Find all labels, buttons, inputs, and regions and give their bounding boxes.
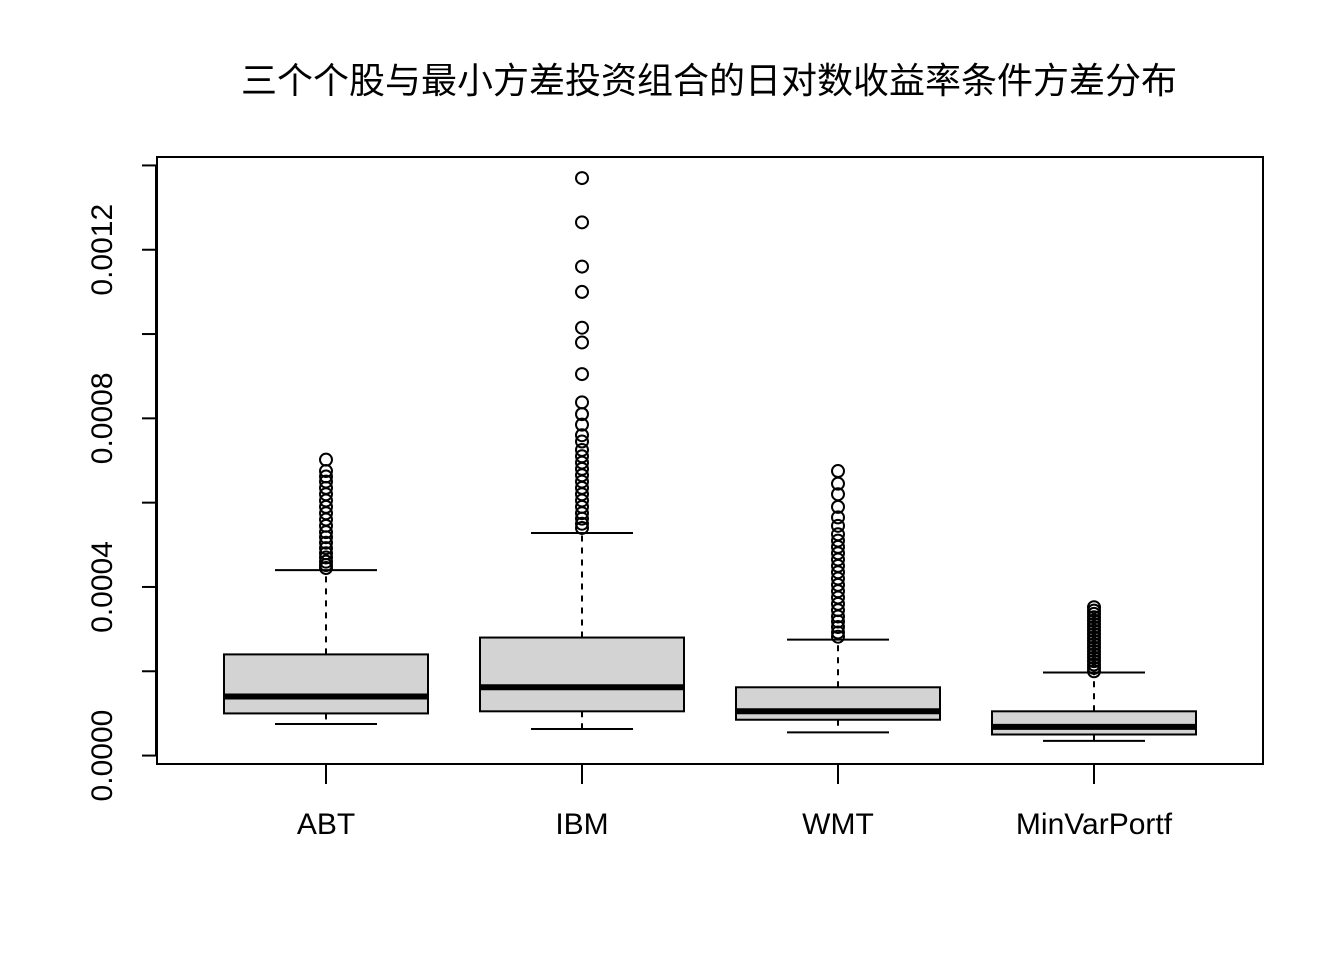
outlier-point [319, 469, 333, 484]
outlier-point [1087, 600, 1101, 615]
y-tick-label: 0.0000 [86, 710, 119, 802]
chart-title: 三个个股与最小方差投资组合的日对数收益率条件方差分布 [240, 61, 1177, 102]
outlier-point [831, 620, 845, 635]
outlier-point [575, 367, 589, 382]
outlier-point [831, 625, 845, 640]
outlier-point [831, 464, 845, 479]
outlier-point [831, 629, 845, 644]
outlier-point [575, 284, 589, 299]
x-axis: ABT IBM WMT MinVarPortf [297, 764, 1173, 841]
box-wmt [735, 464, 941, 734]
iqr-box [991, 710, 1197, 736]
outlier-point [319, 452, 333, 467]
outlier-point [575, 442, 589, 457]
outlier-point [831, 487, 845, 502]
outlier-point [575, 171, 589, 186]
outlier-point [831, 510, 845, 525]
iqr-box [223, 653, 429, 715]
y-tick-label: 0.0008 [86, 372, 119, 464]
outlier-point [831, 518, 845, 533]
outlier-point [319, 550, 333, 565]
outlier-point [575, 215, 589, 230]
outlier-point [575, 259, 589, 274]
box-abt [223, 452, 429, 725]
outlier-point [319, 535, 333, 550]
outlier-point [831, 527, 845, 542]
x-tick-label: WMT [802, 808, 874, 841]
outlier-point [319, 546, 333, 561]
y-tick-label: 0.0012 [86, 204, 119, 296]
outlier-point [575, 335, 589, 350]
outlier-point [575, 449, 589, 464]
outlier-point [319, 474, 333, 489]
outlier-point [575, 516, 589, 531]
outlier-point [319, 541, 333, 556]
outlier-point [575, 428, 589, 443]
y-tick-label: 0.0004 [86, 541, 119, 633]
outlier-point [575, 395, 589, 410]
x-tick-label: ABT [297, 808, 355, 841]
x-tick-label: IBM [555, 808, 608, 841]
outlier-point [575, 434, 589, 449]
box-ibm [479, 171, 685, 731]
x-tick-label: MinVarPortf [1016, 808, 1173, 841]
outlier-point [319, 554, 333, 569]
outlier-point [831, 533, 845, 548]
y-axis: 0.0000 0.0004 0.0008 0.0012 [86, 164, 157, 802]
outlier-point [575, 320, 589, 335]
outlier-point [575, 520, 589, 535]
iqr-box [735, 686, 941, 721]
box-minvarportf [991, 600, 1197, 742]
iqr-box [479, 636, 685, 713]
boxes-layer [223, 171, 1197, 742]
outlier-point [575, 417, 589, 432]
